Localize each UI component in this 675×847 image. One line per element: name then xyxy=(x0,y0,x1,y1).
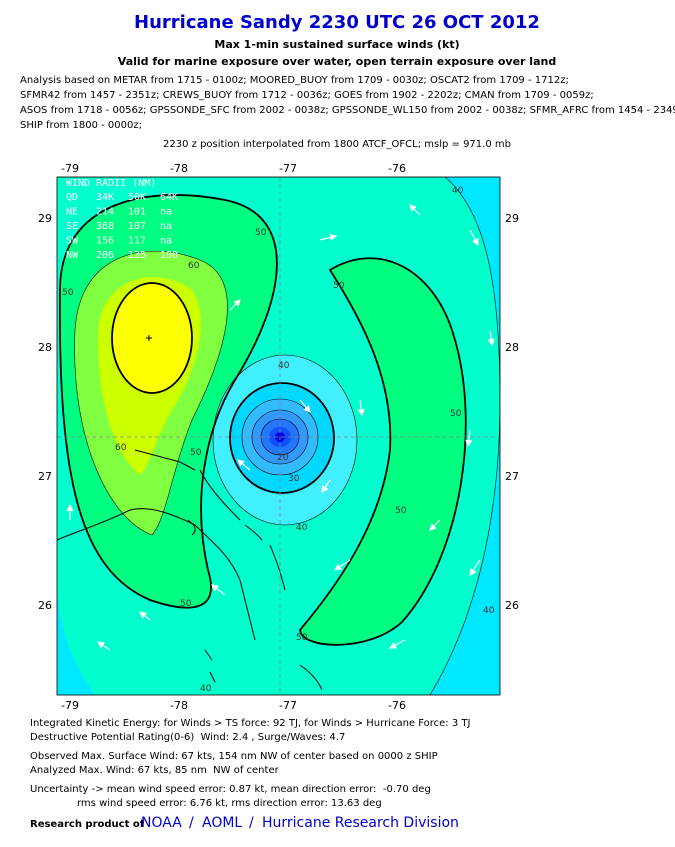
analysis-line: SHIP from 1800 - 0000z; xyxy=(20,120,142,131)
wind-radii-cell: SW xyxy=(66,236,79,247)
analysis-line: SFMR42 from 1457 - 2351z; CREWS_BUOY fro… xyxy=(20,90,594,101)
contour-label: 50 xyxy=(255,228,267,238)
wind-radii-cell: 135 xyxy=(128,250,146,261)
link[interactable]: AOML xyxy=(202,815,242,831)
lat-tick: 28 xyxy=(38,341,52,354)
footer-line: Uncertainty -> mean wind speed error: 0.… xyxy=(30,784,431,795)
position-note: 2230 z position interpolated from 1800 A… xyxy=(163,139,511,150)
wind-radii-cell: 368 xyxy=(96,221,114,232)
footer-line: Destructive Potential Rating(0-6) Wind: … xyxy=(30,732,345,743)
credit: Research product of xyxy=(30,819,145,830)
wind-radii-cell: NE xyxy=(66,207,78,218)
lon-tick: -78 xyxy=(170,699,188,712)
wind-field xyxy=(57,177,500,695)
link[interactable]: NOAA xyxy=(141,815,182,831)
contour-label: 40 xyxy=(296,523,308,533)
lon-tick: -79 xyxy=(61,699,79,712)
contour-label: 40 xyxy=(452,186,464,196)
contour-label: 50 xyxy=(190,448,202,458)
subtitle: Max 1-min sustained surface winds (kt) xyxy=(214,38,459,51)
title: Hurricane Sandy 2230 UTC 26 OCT 2012 xyxy=(134,12,540,33)
analysis-line: Analysis based on METAR from 1715 - 0100… xyxy=(20,75,569,86)
link[interactable]: Hurricane Research Division xyxy=(262,815,459,831)
wind-radii-cell: 34K xyxy=(96,192,114,203)
lon-tick: -79 xyxy=(61,162,79,175)
contour-label: 50 xyxy=(296,633,308,643)
wind-arrows xyxy=(66,204,495,651)
wind-radii-cell: 100 xyxy=(160,250,178,261)
contour-label: 30 xyxy=(288,474,300,484)
footer-line: Integrated Kinetic Energy: for Winds > T… xyxy=(30,718,470,729)
separator: / xyxy=(249,815,254,831)
separator: / xyxy=(189,815,194,831)
wind-radii-cell: 101 xyxy=(128,207,146,218)
contour-label: 50 xyxy=(62,288,74,298)
lon-tick: -78 xyxy=(170,162,188,175)
lon-tick: -77 xyxy=(279,699,297,712)
footer-line: Observed Max. Surface Wind: 67 kts, 154 … xyxy=(30,751,438,762)
lat-tick: 28 xyxy=(505,341,519,354)
contour-label: 40 xyxy=(278,361,290,371)
lon-tick: -76 xyxy=(388,699,406,712)
wind-radii-cell: SE xyxy=(66,221,78,232)
wind-radii-cell: na xyxy=(160,207,172,218)
axis-ticks: -79 -78 -77 -76 -79 -78 -77 -76 29 28 27… xyxy=(38,162,519,712)
contour-label: 50 xyxy=(333,281,345,291)
contour-label: 50 xyxy=(180,599,192,609)
validity: Valid for marine exposure over water, op… xyxy=(118,55,556,68)
wind-radii-cell: na xyxy=(160,236,172,247)
lat-tick: 26 xyxy=(38,599,52,612)
wind-radii-cell: 107 xyxy=(128,221,146,232)
lon-tick: -77 xyxy=(279,162,297,175)
wind-radii-cell: 117 xyxy=(128,236,146,247)
wind-radii-cell: na xyxy=(160,221,172,232)
wind-radii-cell: 206 xyxy=(96,250,114,261)
contour-label: 40 xyxy=(483,606,495,616)
wind-radii-cell: 214 xyxy=(96,207,114,218)
lon-tick: -76 xyxy=(388,162,406,175)
contour-label: 60 xyxy=(188,261,200,271)
contour-label: 50 xyxy=(450,409,462,419)
contour-label: 60 xyxy=(115,443,127,453)
contour-label: 40 xyxy=(200,684,212,694)
analysis-line: ASOS from 1718 - 0056z; GPSSONDE_SFC fro… xyxy=(20,105,675,116)
contour-label: 50 xyxy=(395,506,407,516)
lat-tick: 27 xyxy=(505,470,519,483)
wind-radii-cell: 64K xyxy=(160,192,178,203)
lat-tick: 27 xyxy=(38,470,52,483)
wind-radii-cell: 50K xyxy=(128,192,146,203)
footer-line: rms wind speed error: 6.76 kt, rms direc… xyxy=(77,798,382,809)
wind-radii-cell: 156 xyxy=(96,236,114,247)
footer-line: Analyzed Max. Wind: 67 kts, 85 nm NW of … xyxy=(30,765,280,776)
wind-radii-cell: NW xyxy=(66,250,79,261)
lat-tick: 29 xyxy=(38,212,52,225)
lat-tick: 26 xyxy=(505,599,519,612)
contour-label: 20 xyxy=(277,453,289,463)
wind-radii-title: WIND RADII (NM) xyxy=(66,178,156,189)
wind-radii: WIND RADII (NM) QD 34K 50K 64K NE 214 101 na SE 3… xyxy=(66,178,178,261)
lat-tick: 29 xyxy=(505,212,519,225)
wind-radii-cell: QD xyxy=(66,192,78,203)
contour-labels: 50 60 50 60 50 40 50 40 50 20 30 40 50 5… xyxy=(62,186,495,694)
map-frame xyxy=(56,176,501,696)
